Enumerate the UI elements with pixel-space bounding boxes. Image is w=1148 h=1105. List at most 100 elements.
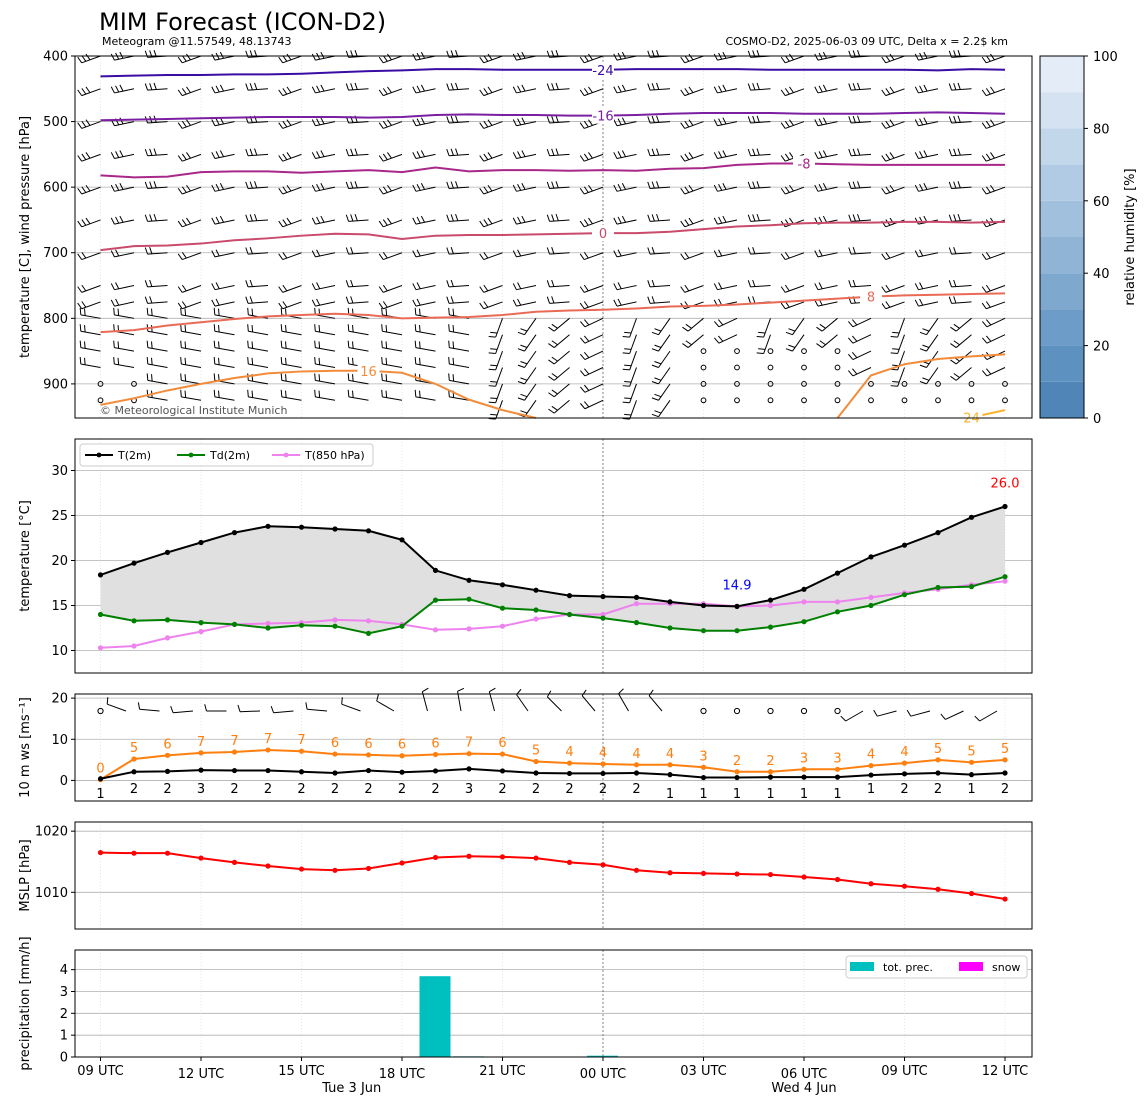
wind-barb [315,55,336,61]
wind-barb-feather [218,308,220,316]
wind-barb [549,252,570,255]
wind-barb-feather [316,282,321,289]
wind-barb-feather [957,213,961,221]
legend-swatch-rain [850,962,874,971]
wind-barb [495,318,503,338]
wind-barb-feather [81,301,87,308]
gust-value-label: 4 [632,747,640,762]
wind-barb-feather [490,364,498,367]
gust-point [566,760,573,766]
wind-barb-feather [885,120,891,128]
wind-barb-feather [718,151,723,158]
wind-barb [845,710,864,722]
wind-barb [282,219,302,228]
wind-barb-feather [948,83,953,91]
wind-barb-feather [713,53,718,61]
wind-barb-feather [621,150,626,157]
t2m-point [901,542,908,548]
wind-barb [449,330,470,336]
wind-barb-feather [177,155,183,162]
wind-barb-feather [414,324,417,332]
wind-barb-feather [85,184,91,192]
wind-barb-feather [316,151,321,158]
wind-barb-feather [247,357,249,365]
wind-barb-feather [684,153,690,160]
wind-barb [549,219,570,222]
colorbar-label: relative humidity [%] [1123,168,1138,305]
isotherm-label-bg [860,288,882,305]
wind-barb [629,318,637,338]
wind-barb-feather [579,370,586,377]
wind-barb-feather [113,324,115,332]
td2m-point [97,611,104,618]
wind-barb [650,301,671,304]
wind-barb [182,285,202,293]
gust-value-label: 4 [565,745,573,760]
wind-barb-feather [414,307,417,315]
wind-barb-feather [551,279,555,287]
mslp-point [399,860,405,866]
wind-barb [955,367,972,381]
t2m-point [801,586,807,592]
mslp-point [164,850,171,856]
wind-barb-feather [448,357,450,365]
wind-barb-feather [381,389,383,397]
wind-barb-feather [713,283,718,290]
wind-barb-feather [280,307,283,315]
wind-barb-feather [488,401,496,404]
colorbar-tick-label: 0 [1093,412,1101,427]
wind-barb [147,347,168,352]
wind-barb-feather [613,86,618,94]
wind-barb-feather [77,187,83,195]
wind-barb-feather [953,115,957,123]
wind-barb-feather [624,331,632,334]
wind-barb-feather [814,250,819,258]
wind-barb-feather [914,119,919,126]
y-tick-label: 900 [43,377,68,392]
wind-barb-feather [957,181,961,189]
wind-barb [282,55,302,64]
wind-barb-feather [106,697,109,705]
wind-barb-feather [419,324,421,333]
wind-barb-feather [579,253,585,260]
gust-value-label: 7 [297,733,305,748]
wind-barb-feather [948,148,953,156]
legend-entry: T(2m) [117,449,151,462]
wind-barb-feather [517,216,522,224]
wind-barb-feather [219,183,224,190]
wind-barb-feather [488,336,496,338]
wind-barb [383,121,403,129]
wind-barb-feather [752,247,756,254]
wind-barb-feather [450,279,454,287]
wind-barb-feather [851,368,858,375]
wind-speed-point [801,774,807,780]
wind-barb-feather [479,56,485,64]
wind-speed-value-label: 1 [833,787,841,802]
wind-speed-value-label: 2 [130,782,138,797]
wind-barb-feather [848,247,852,255]
wind-barb-feather [617,151,622,158]
wind-barb [383,252,403,261]
gust-value-label: 7 [465,736,473,751]
wind-barb-feather [77,302,83,310]
wind-barb-feather [722,150,727,157]
wind-barb [785,55,805,64]
wind-barb-feather [270,705,275,713]
wind-speed-point [834,774,841,780]
wind-barb [483,186,503,195]
wind-barb-feather [890,336,898,338]
wind-barb [785,252,805,261]
wind-barb-feather [579,56,585,64]
wind-barb-feather [919,298,924,306]
td2m-point [633,620,640,626]
wind-barb-feather [490,348,498,350]
t850-point [600,611,606,618]
wind-barb-feather [784,153,790,160]
colorbar-tick-label: 40 [1093,267,1110,282]
wind-barb-feather [822,84,827,92]
wind-barb-feather [521,150,526,157]
gust-value-label: 6 [331,736,339,751]
wind-barb-feather [890,352,898,355]
wind-barb-feather [521,51,526,59]
